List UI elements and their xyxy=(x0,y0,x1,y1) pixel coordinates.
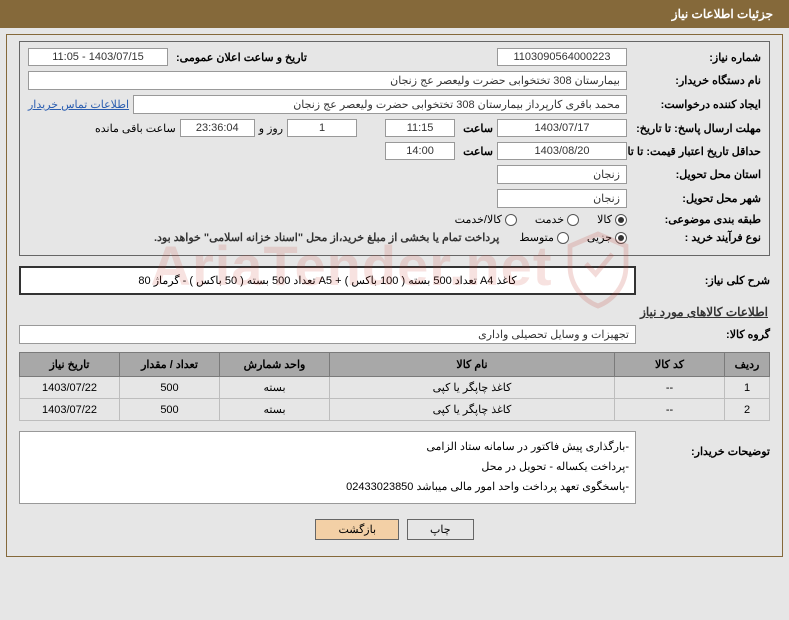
price-validity-time: 14:00 xyxy=(385,142,455,160)
delivery-city-label: شهر محل تحویل: xyxy=(631,192,761,205)
table-cell: کاغذ چاپگر یا کپی xyxy=(330,377,615,399)
goods-group-value: تجهیزات و وسایل تحصیلی واداری xyxy=(19,325,636,344)
col-row: ردیف xyxy=(725,353,770,377)
col-date: تاریخ نیاز xyxy=(20,353,120,377)
delivery-city-value: زنجان xyxy=(497,189,627,208)
table-header-row: ردیف کد کالا نام کالا واحد شمارش تعداد /… xyxy=(20,353,770,377)
table-cell: 2 xyxy=(725,399,770,421)
purchase-type-label: نوع فرآیند خرید : xyxy=(631,231,761,244)
radio-medium[interactable] xyxy=(557,232,569,244)
announce-datetime-label: تاریخ و ساعت اعلان عمومی: xyxy=(172,51,307,64)
radio-medium-label: متوسط xyxy=(519,231,554,244)
buyer-device-value: بیمارستان 308 تختخوابی حضرت ولیعصر عج زن… xyxy=(28,71,627,90)
response-deadline-label: مهلت ارسال پاسخ: تا تاریخ: xyxy=(631,122,761,135)
need-number-value: 1103090564000223 xyxy=(497,48,627,66)
buyer-note-3: -پاسخگوی تعهد پرداخت واحد امور مالی میبا… xyxy=(26,478,629,498)
table-cell: کاغذ چاپگر یا کپی xyxy=(330,399,615,421)
purchase-note: پرداخت تمام یا بخشی از مبلغ خرید،از محل … xyxy=(154,231,499,244)
radio-khedmat[interactable] xyxy=(567,214,579,226)
radio-kala[interactable] xyxy=(615,214,627,226)
table-cell: 500 xyxy=(120,399,220,421)
table-cell: 1403/07/22 xyxy=(20,377,120,399)
radio-kala-khedmat[interactable] xyxy=(505,214,517,226)
time-label-2: ساعت xyxy=(459,145,493,158)
button-row: چاپ بازگشت xyxy=(19,509,770,544)
radio-kala-label: کالا xyxy=(597,213,612,226)
buyer-device-label: نام دستگاه خریدار: xyxy=(631,74,761,87)
announce-datetime-value: 1403/07/15 - 11:05 xyxy=(28,48,168,66)
time-label-1: ساعت xyxy=(459,122,493,135)
radio-kala-khedmat-label: کالا/خدمت xyxy=(455,213,502,226)
goods-section-title: اطلاعات کالاهای مورد نیاز xyxy=(21,305,768,319)
buyer-notes-box: -بارگذاری پیش فاکتور در سامانه ستاد الزا… xyxy=(19,431,636,504)
print-button[interactable]: چاپ xyxy=(407,519,474,540)
general-desc-label: شرح کلی نیاز: xyxy=(640,274,770,287)
goods-table: ردیف کد کالا نام کالا واحد شمارش تعداد /… xyxy=(19,352,770,421)
back-button[interactable]: بازگشت xyxy=(315,519,399,540)
remaining-time: 23:36:04 xyxy=(180,119,255,137)
general-desc-value: کاغذ A4 تعداد 500 بسته ( 100 باکس ) + A5… xyxy=(19,266,636,295)
page-header: جزئیات اطلاعات نیاز xyxy=(0,0,789,28)
subject-class-label: طبقه بندی موضوعی: xyxy=(631,213,761,226)
table-cell: بسته xyxy=(220,399,330,421)
buyer-note-1: -بارگذاری پیش فاکتور در سامانه ستاد الزا… xyxy=(26,438,629,458)
table-cell: 1 xyxy=(725,377,770,399)
contact-link[interactable]: اطلاعات تماس خریدار xyxy=(28,98,129,111)
table-cell: -- xyxy=(615,399,725,421)
request-creator-value: محمد باقری کارپرداز بیمارستان 308 تختخوا… xyxy=(133,95,627,114)
table-cell: 500 xyxy=(120,377,220,399)
delivery-province-label: استان محل تحویل: xyxy=(631,168,761,181)
response-deadline-date: 1403/07/17 xyxy=(497,119,627,137)
table-cell: 1403/07/22 xyxy=(20,399,120,421)
radio-khedmat-label: خدمت xyxy=(535,213,564,226)
goods-group-label: گروه کالا: xyxy=(640,328,770,341)
remaining-days: 1 xyxy=(287,119,357,137)
table-row: 1--کاغذ چاپگر یا کپیبسته5001403/07/22 xyxy=(20,377,770,399)
col-qty: تعداد / مقدار xyxy=(120,353,220,377)
details-fieldset: شماره نیاز: 1103090564000223 تاریخ و ساع… xyxy=(19,41,770,256)
purchase-type-group: جزیی متوسط xyxy=(519,231,627,244)
table-row: 2--کاغذ چاپگر یا کپیبسته5001403/07/22 xyxy=(20,399,770,421)
col-unit: واحد شمارش xyxy=(220,353,330,377)
request-creator-label: ایجاد کننده درخواست: xyxy=(631,98,761,111)
col-name: نام کالا xyxy=(330,353,615,377)
need-number-label: شماره نیاز: xyxy=(631,51,761,64)
remaining-suffix: ساعت باقی مانده xyxy=(95,122,176,135)
table-cell: بسته xyxy=(220,377,330,399)
main-content: شماره نیاز: 1103090564000223 تاریخ و ساع… xyxy=(6,34,783,557)
buyer-notes-label: توضیحات خریدار: xyxy=(640,431,770,458)
table-cell: -- xyxy=(615,377,725,399)
radio-partial[interactable] xyxy=(615,232,627,244)
radio-partial-label: جزیی xyxy=(587,231,612,244)
buyer-note-2: -پرداخت یکساله - تحویل در محل xyxy=(26,458,629,478)
remaining-days-label: روز و xyxy=(259,122,283,135)
price-validity-label: حداقل تاریخ اعتبار قیمت: تا تاریخ: xyxy=(631,145,761,158)
col-code: کد کالا xyxy=(615,353,725,377)
subject-class-group: کالا خدمت کالا/خدمت xyxy=(455,213,627,226)
price-validity-date: 1403/08/20 xyxy=(497,142,627,160)
page-title: جزئیات اطلاعات نیاز xyxy=(672,7,773,21)
response-deadline-time: 11:15 xyxy=(385,119,455,137)
delivery-province-value: زنجان xyxy=(497,165,627,184)
